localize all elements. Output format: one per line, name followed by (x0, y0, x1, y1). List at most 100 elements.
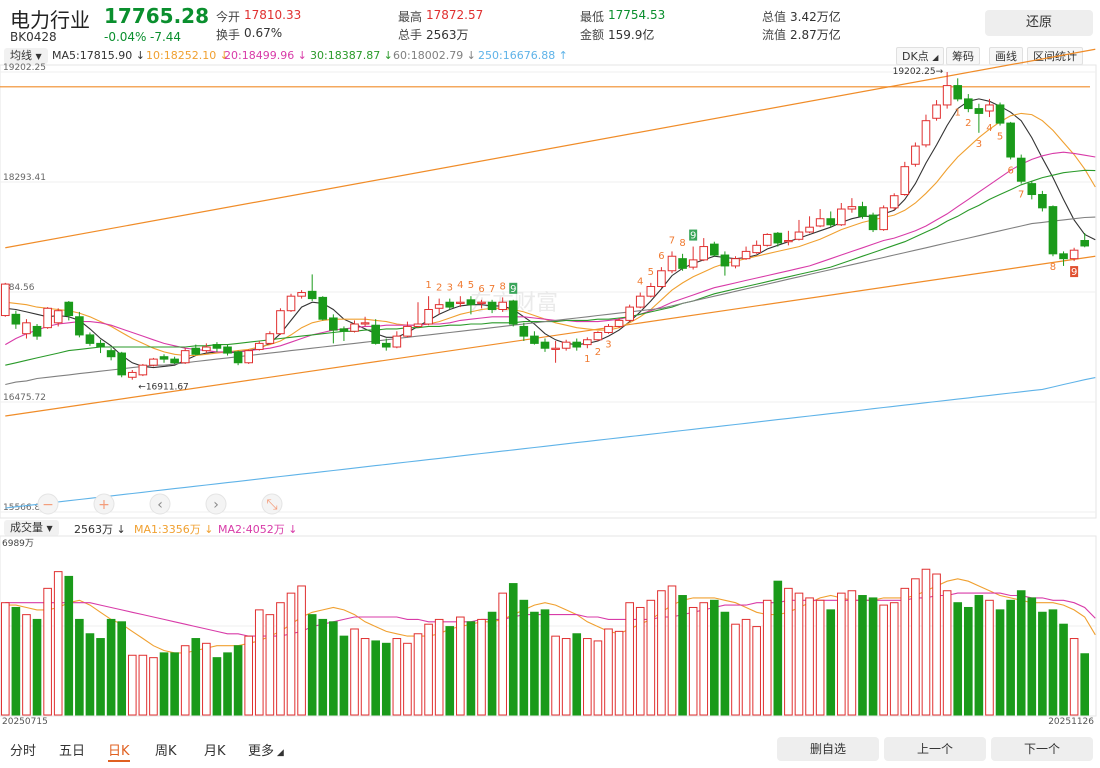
tab-month-k[interactable]: 月K (204, 744, 226, 759)
volume-bar (540, 609, 550, 716)
min-price-annotation: ←16911.67 (138, 383, 188, 393)
volume-bar (868, 597, 878, 716)
stat-label: 换手 (216, 28, 241, 42)
td-mark: 5 (997, 132, 1003, 143)
tab-more-label: 更多 (248, 744, 275, 759)
series-line-ma20 (5, 151, 1096, 353)
tab-day-k[interactable]: 日K (108, 740, 130, 762)
range-stats-button[interactable]: 区间统计 (1027, 47, 1083, 65)
series-line-ma5 (5, 98, 1096, 369)
zoom-in-icon[interactable]: + (93, 493, 115, 515)
td-mark: 4 (637, 277, 643, 288)
volume-bar (508, 583, 518, 716)
volume-bar (942, 590, 952, 716)
ma-legend-item: 250:16676.88 ↑ (478, 49, 568, 62)
change-percent: -0.04% (104, 30, 147, 44)
y-tick-label: 18293.41 (3, 173, 46, 183)
change-amount: -7.44 (150, 30, 182, 44)
volume-bar (646, 599, 656, 716)
volume-bar (667, 585, 677, 716)
chips-button[interactable]: 筹码 (946, 47, 980, 65)
volume-bar (889, 602, 899, 716)
volume-bar (583, 638, 592, 716)
candle-body (699, 246, 709, 261)
volume-value: 2563万 ↓ (74, 523, 126, 536)
volume-bar (879, 604, 888, 716)
candle-body (614, 319, 624, 327)
candle-body (752, 244, 761, 254)
candle-body (75, 316, 84, 336)
candle-body (508, 300, 518, 325)
td-mark: 5 (468, 280, 474, 291)
candle-body (1080, 240, 1090, 247)
next-button[interactable]: 下一个 (991, 737, 1093, 761)
volume-bar (953, 602, 963, 716)
volume-bar (530, 611, 539, 716)
candle-body (815, 218, 825, 227)
volume-bar (371, 640, 380, 716)
stat-value: 17872.57 (426, 8, 484, 22)
volume-bar (85, 633, 95, 716)
candle-body (297, 292, 306, 297)
indicator-select[interactable]: 均线 ▼ (4, 48, 48, 64)
candle-body (64, 301, 74, 317)
chevron-down-icon: ▼ (46, 524, 53, 533)
candle-body (635, 295, 645, 308)
volume-bar (117, 621, 127, 716)
volume-bar (392, 638, 402, 716)
tab-week-k[interactable]: 周K (155, 744, 177, 759)
volume-bar (1027, 597, 1037, 716)
volume-bar (339, 635, 349, 716)
volume-bar (11, 606, 21, 716)
candle-body (276, 310, 285, 335)
candle-body (784, 240, 793, 243)
dk-point-button[interactable]: DK点 ◢ (896, 47, 945, 65)
candle-body (963, 98, 973, 110)
tab-intraday[interactable]: 分时 (10, 744, 37, 759)
candle-body (1016, 157, 1026, 182)
remove-watchlist-button[interactable]: 删自选 (777, 737, 879, 761)
candle-body (329, 317, 338, 331)
pan-right-icon[interactable]: › (205, 493, 227, 515)
volume-bar (1038, 611, 1047, 716)
tab-more[interactable]: 更多 ◢ (248, 740, 284, 759)
volume-bar (741, 618, 751, 716)
volume-bar (551, 635, 560, 716)
volume-bar (180, 645, 190, 716)
volume-bar (307, 614, 317, 716)
td-box (509, 282, 518, 294)
stat-label: 总值 (762, 10, 787, 24)
candle-body (180, 350, 190, 364)
candle-body (350, 323, 359, 332)
candle-body (858, 206, 867, 217)
candle-body (106, 350, 116, 358)
volume-bar (212, 657, 222, 716)
candle-body (625, 306, 634, 321)
candle-body (360, 322, 370, 325)
volume-bar (487, 611, 497, 716)
candle-body (741, 250, 751, 260)
zoom-out-icon[interactable]: − (37, 493, 59, 515)
td-mark: 3 (976, 139, 982, 150)
volume-bar (710, 599, 719, 716)
stock-name: 电力行业 (10, 8, 90, 32)
previous-button[interactable]: 上一个 (884, 737, 986, 761)
candle-body (466, 299, 476, 306)
tab-five-day[interactable]: 五日 (59, 744, 86, 759)
pan-left-icon[interactable]: ‹ (149, 493, 171, 515)
kline-chart[interactable]: 19202.2518293.41384.5616475.7215566.88东方… (0, 0, 1100, 730)
volume-bar (847, 590, 857, 716)
restore-button[interactable]: 还原 (985, 10, 1093, 36)
td-mark: 2 (595, 347, 601, 358)
volume-indicator-select[interactable]: 成交量 ▼ (4, 520, 59, 536)
candle-body (879, 207, 888, 231)
candle-body (646, 286, 656, 297)
reset-view-icon[interactable]: ⤡ (261, 493, 283, 515)
candle-body (434, 304, 444, 309)
td-mark: 1 (584, 354, 590, 365)
volume-bar (22, 614, 31, 716)
volume-bar (604, 628, 613, 716)
y-tick-label: 15566.88 (3, 503, 46, 513)
candle-body (540, 341, 550, 349)
td-mark: 9 (690, 231, 696, 242)
